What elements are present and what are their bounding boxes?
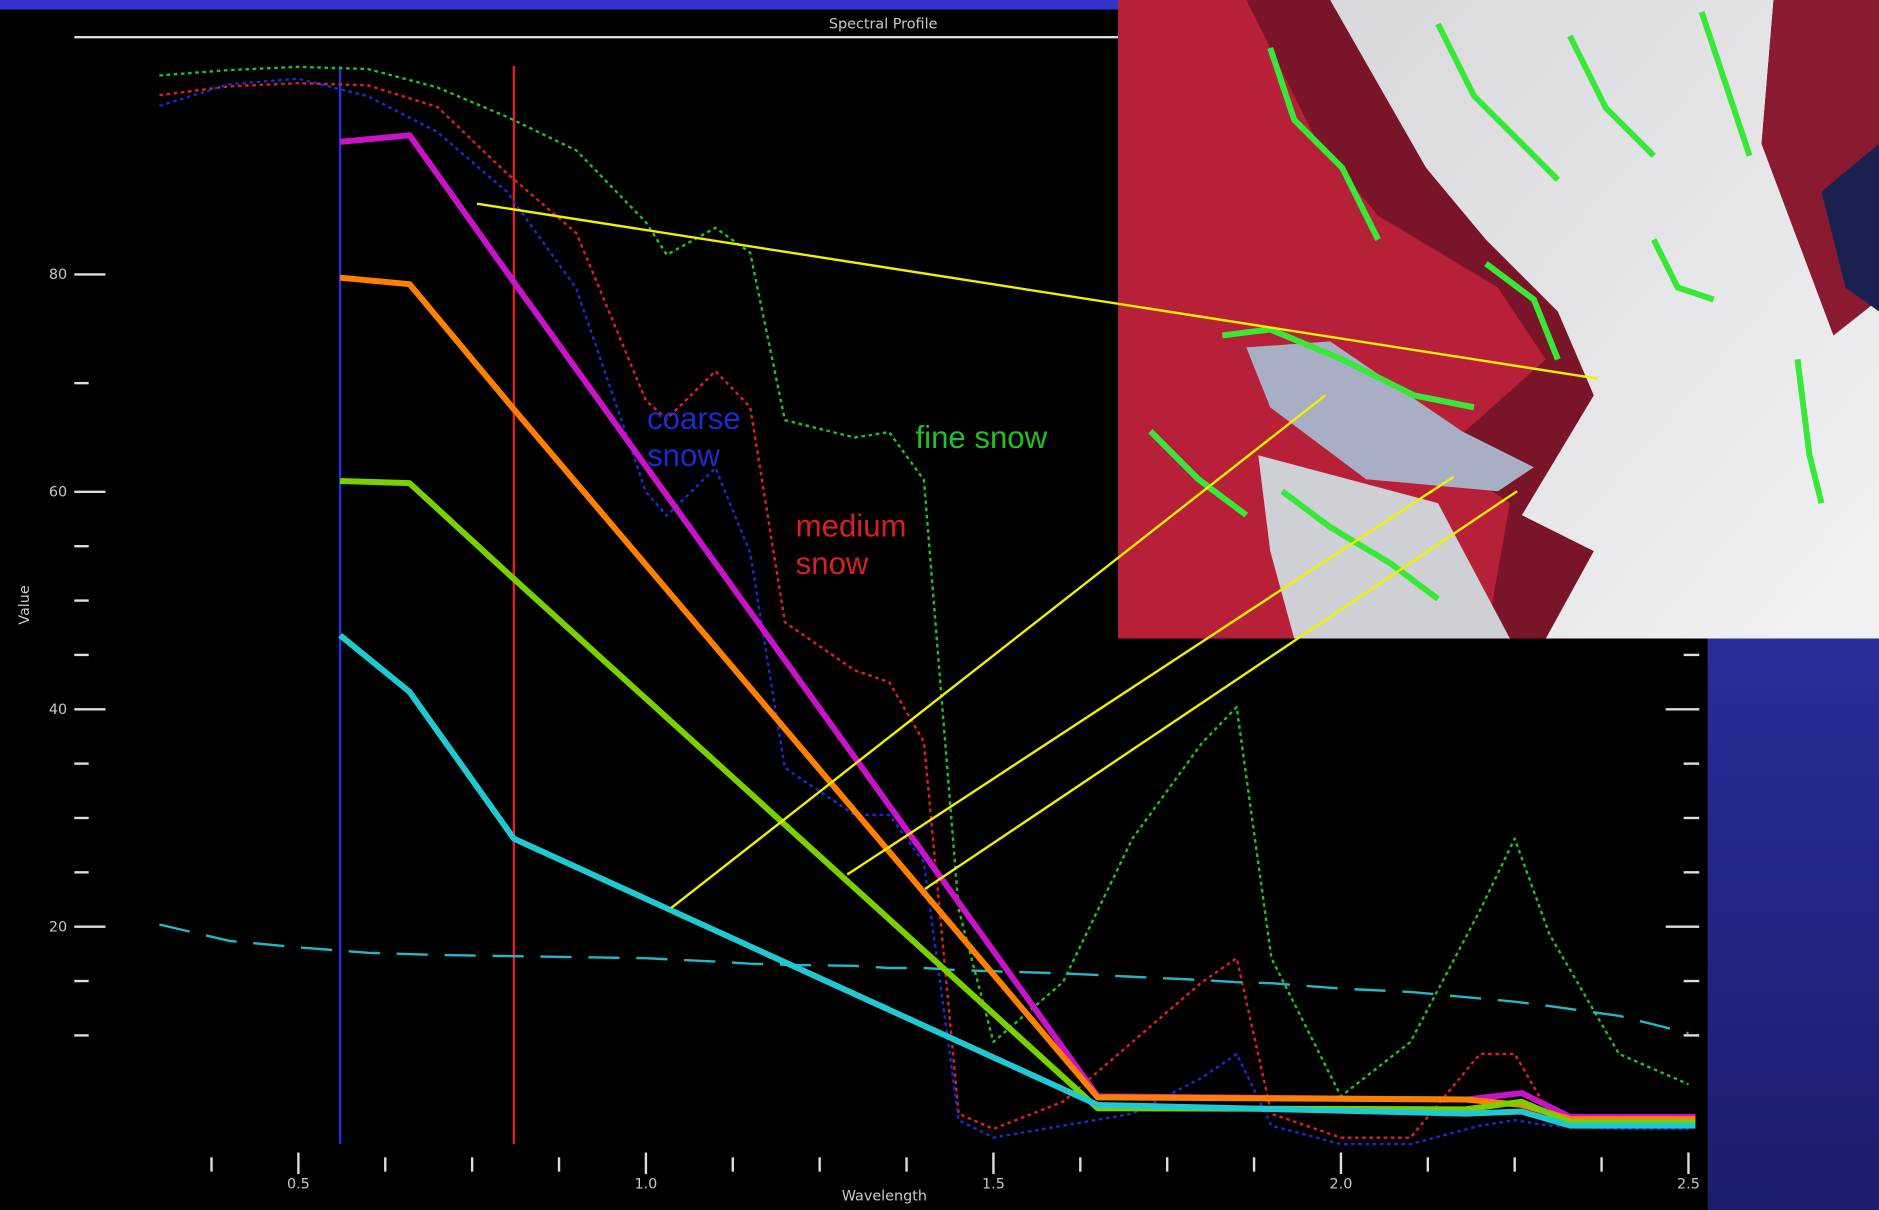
side-panel [1708, 639, 1879, 1210]
satellite-image [1118, 0, 1879, 639]
y-tick-label: 20 [49, 919, 67, 935]
annotation: snow [647, 438, 720, 473]
y-tick-label: 60 [49, 485, 67, 501]
chart-title: Spectral Profile [829, 17, 938, 33]
x-tick-label: 1.0 [634, 1176, 657, 1192]
x-tick-label: 2.5 [1677, 1176, 1700, 1192]
annotation: snow [796, 546, 869, 581]
annotation: fine snow [916, 420, 1048, 455]
x-tick-label: 2.0 [1330, 1176, 1353, 1192]
y-tick-label: 80 [49, 267, 67, 283]
y-tick-label: 40 [49, 702, 67, 718]
page: {"chart_data": { "type": "line", "title"… [0, 0, 1879, 1210]
x-tick-label: 1.5 [982, 1176, 1005, 1192]
x-axis-label: Wavelength [842, 1188, 927, 1204]
annotation: medium [796, 509, 907, 544]
y-axis-label: Value [17, 585, 33, 625]
x-tick-label: 0.5 [287, 1176, 310, 1192]
screen: Spectral Profile Wavelength Value 20 40 60… [0, 0, 1879, 1210]
annotation: coarse [647, 401, 740, 436]
